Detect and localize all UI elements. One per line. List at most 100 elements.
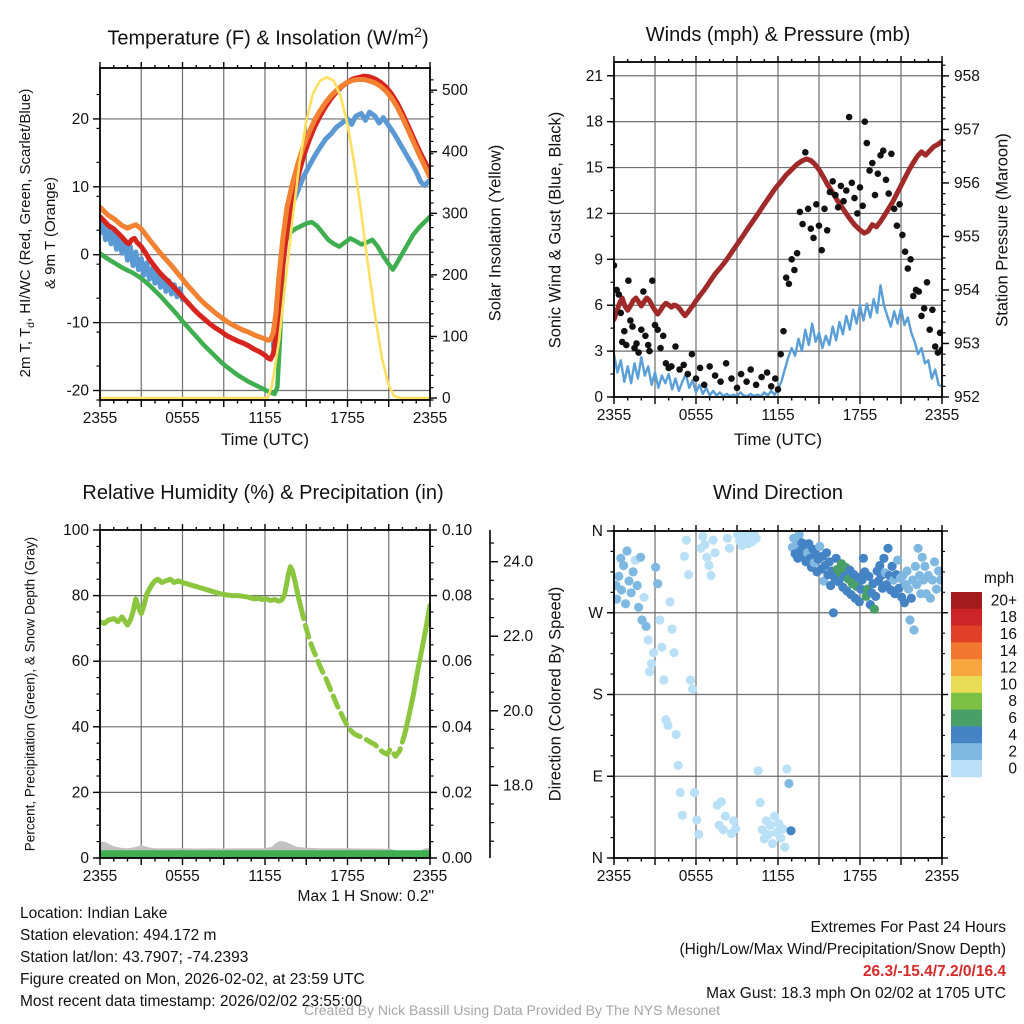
- svg-text:0555: 0555: [165, 410, 199, 427]
- svg-text:3: 3: [594, 343, 603, 360]
- svg-text:S: S: [593, 687, 603, 704]
- svg-text:2355: 2355: [597, 868, 631, 885]
- svg-text:1155: 1155: [248, 868, 281, 885]
- max-snow-note: Max 1 H Snow: 0.2": [297, 888, 434, 905]
- svg-text:60: 60: [72, 653, 90, 670]
- svg-text:mph: mph: [984, 570, 1014, 587]
- chart-title-winds: Winds (mph) & Pressure (mb): [645, 24, 911, 46]
- svg-text:6: 6: [594, 297, 603, 314]
- svg-text:954: 954: [954, 282, 980, 299]
- svg-text:10: 10: [72, 179, 90, 196]
- svg-text:958: 958: [954, 68, 980, 85]
- svg-text:0.02: 0.02: [442, 784, 472, 801]
- svg-text:9: 9: [594, 251, 603, 268]
- svg-text:0.10: 0.10: [442, 522, 473, 539]
- svg-text:12: 12: [586, 205, 603, 222]
- svg-text:16: 16: [1000, 626, 1017, 643]
- extremes-title: Extremes For Past 24 Hours: [810, 919, 1006, 936]
- svg-text:14: 14: [1000, 643, 1018, 660]
- xaxis-label-temperature: Time (UTC): [220, 430, 310, 449]
- svg-text:20: 20: [72, 111, 90, 128]
- svg-text:6: 6: [1008, 710, 1017, 727]
- svg-text:2355: 2355: [413, 410, 447, 427]
- svg-text:952: 952: [954, 389, 980, 406]
- svg-text:200: 200: [442, 267, 468, 284]
- svg-text:0: 0: [80, 850, 89, 867]
- svg-text:N: N: [592, 850, 603, 867]
- svg-text:0.00: 0.00: [442, 850, 473, 867]
- svg-text:0555: 0555: [679, 868, 713, 885]
- svg-text:2355: 2355: [597, 407, 631, 424]
- yaxis-label-insolation: Solar Insolation (Yellow): [486, 144, 505, 322]
- yaxis-label-direction: Direction (Colored By Speed): [546, 586, 565, 802]
- svg-text:100: 100: [63, 522, 89, 539]
- svg-text:20: 20: [72, 784, 90, 801]
- svg-text:956: 956: [954, 175, 980, 192]
- svg-text:E: E: [593, 768, 603, 785]
- svg-text:1755: 1755: [330, 868, 364, 885]
- extremes-values: 26.3/-15.4/7.2/0/16.4: [862, 963, 1006, 980]
- svg-text:2355: 2355: [83, 868, 117, 885]
- svg-text:2355: 2355: [925, 407, 959, 424]
- svg-text:0.08: 0.08: [442, 588, 472, 605]
- svg-text:8: 8: [1008, 693, 1017, 710]
- svg-text:0: 0: [1008, 760, 1017, 777]
- svg-text:20.0: 20.0: [503, 703, 534, 720]
- svg-text:1155: 1155: [761, 407, 794, 424]
- footer-location: Location: Indian Lake: [20, 905, 168, 922]
- yaxis-label-line2: & 9m T (Orange): [42, 177, 59, 289]
- svg-text:1755: 1755: [330, 410, 364, 427]
- yaxis-label-pressure: Station Pressure (Maroon): [993, 133, 1012, 327]
- svg-text:0.04: 0.04: [442, 719, 473, 736]
- credit-line: Created By Nick Bassill Using Data Provi…: [303, 1002, 721, 1018]
- yaxis-label-temperature-left: 2m T, Td, HI/WC (Red, Green, Scarlet/Blu…: [16, 89, 60, 378]
- svg-text:N: N: [592, 523, 603, 540]
- svg-text:1155: 1155: [248, 410, 281, 427]
- svg-text:0: 0: [594, 389, 603, 406]
- footer-timestamp: Most recent data timestamp: 2026/02/02 2…: [20, 993, 363, 1010]
- svg-text:100: 100: [442, 328, 468, 345]
- footer-created: Figure created on Mon, 2026-02-02, at 23…: [20, 971, 365, 988]
- svg-text:15: 15: [586, 160, 603, 177]
- svg-text:-10: -10: [67, 315, 90, 332]
- svg-text:21: 21: [586, 68, 603, 85]
- extremes-subtitle: (High/Low/Max Wind/Precipitation/Snow De…: [679, 941, 1007, 958]
- svg-text:0: 0: [442, 390, 451, 407]
- svg-text:1755: 1755: [843, 868, 877, 885]
- svg-text:1755: 1755: [843, 407, 877, 424]
- svg-text:2355: 2355: [925, 868, 959, 885]
- footer-station-info: Location: Indian Lake Station elevation:…: [20, 903, 365, 1013]
- svg-text:18.0: 18.0: [503, 777, 534, 794]
- svg-text:40: 40: [72, 719, 90, 736]
- svg-text:18: 18: [586, 114, 603, 131]
- svg-text:4: 4: [1008, 727, 1017, 744]
- svg-text:W: W: [588, 605, 603, 622]
- svg-text:955: 955: [954, 228, 980, 245]
- svg-text:2355: 2355: [413, 868, 447, 885]
- svg-text:22.0: 22.0: [503, 628, 534, 645]
- svg-text:20+: 20+: [991, 592, 1017, 609]
- svg-text:400: 400: [442, 144, 468, 161]
- footer-extremes: Extremes For Past 24 Hours (High/Low/Max…: [680, 917, 1007, 1005]
- svg-text:500: 500: [442, 82, 468, 99]
- footer-latlon: Station lat/lon: 43.7907; -74.2393: [20, 949, 249, 966]
- svg-text:18: 18: [1000, 609, 1017, 626]
- svg-text:-20: -20: [67, 382, 90, 399]
- yaxis-label-line1: 2m T, Td, HI/WC (Red, Green, Scarlet/Blu…: [17, 88, 37, 378]
- chart-title-humidity: Relative Humidity (%) & Precipitation (i…: [82, 482, 444, 504]
- chart-title-temperature: Temperature (F) & Insolation (W/m2): [107, 24, 429, 50]
- svg-text:953: 953: [954, 335, 980, 352]
- max-gust-note: Max Gust: 18.3 mph On 02/02 at 1705 UTC: [706, 985, 1006, 1002]
- svg-text:957: 957: [954, 121, 980, 138]
- svg-text:12: 12: [1000, 660, 1017, 677]
- xaxis-label-winds: Time (UTC): [733, 430, 823, 449]
- svg-text:80: 80: [72, 588, 90, 605]
- svg-text:0: 0: [80, 247, 89, 264]
- svg-text:2355: 2355: [83, 410, 117, 427]
- svg-text:0555: 0555: [679, 407, 713, 424]
- svg-text:300: 300: [442, 205, 468, 222]
- svg-text:0555: 0555: [165, 868, 199, 885]
- svg-text:10: 10: [1000, 676, 1018, 693]
